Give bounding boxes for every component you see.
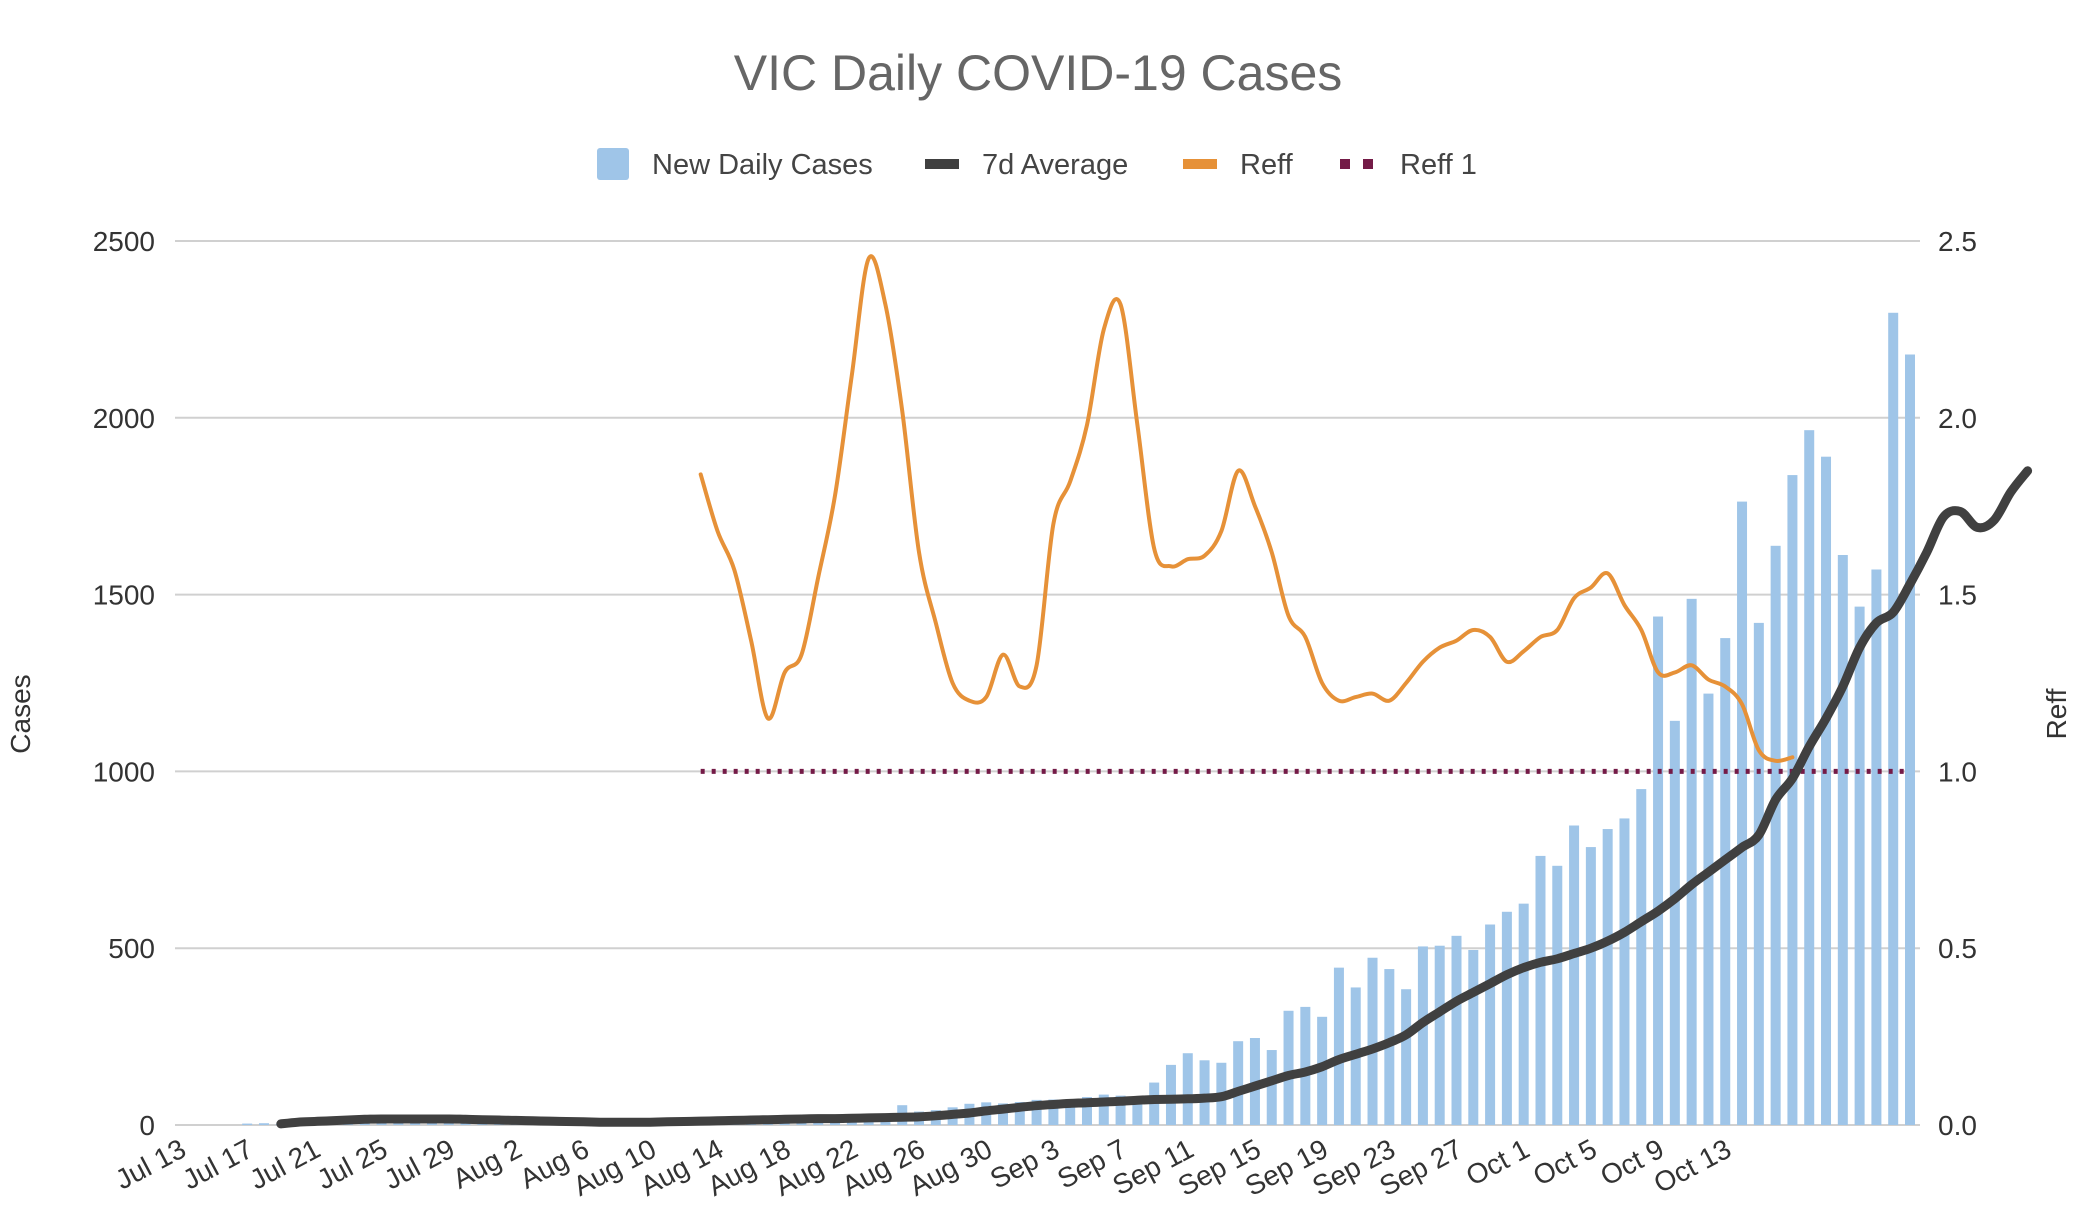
bar	[1753, 622, 1764, 1125]
bar	[1653, 616, 1664, 1125]
legend-swatch-avg	[925, 159, 959, 169]
y-axis-label: Cases	[5, 674, 36, 753]
series-line-7d-average	[276, 466, 2033, 1129]
bar	[1569, 825, 1580, 1125]
bar	[1804, 430, 1815, 1125]
bar	[1115, 1095, 1126, 1125]
bar	[1518, 903, 1529, 1125]
bar	[1837, 554, 1848, 1125]
legend-swatch-bar	[597, 148, 629, 180]
bar	[1182, 1053, 1193, 1125]
x-tick-label: Jul 17	[177, 1133, 258, 1195]
x-tick-label: Jul 21	[245, 1133, 326, 1195]
legend-label-reff-1: Reff 1	[1400, 149, 1477, 181]
bar	[1770, 545, 1781, 1125]
legend-swatch-reff1-a	[1340, 159, 1350, 169]
legend-swatch-reff1-b	[1363, 159, 1373, 169]
x-tick-label: Aug 2	[448, 1133, 527, 1195]
y2-tick-label: 0.0	[1938, 1110, 1977, 1141]
bar	[1283, 1010, 1294, 1125]
bar	[998, 1103, 1009, 1125]
y-axis-right-ticks: 0.0 0.5 1.0 1.5 2.0 2.5	[1938, 226, 1977, 1141]
bar	[1233, 1041, 1244, 1125]
y-tick-label: 1500	[93, 580, 155, 611]
bar	[1098, 1094, 1109, 1125]
bar	[1905, 354, 1915, 1125]
y-tick-label: 2000	[93, 403, 155, 434]
bar	[1501, 911, 1512, 1125]
x-tick-label: Jul 29	[379, 1133, 460, 1195]
bar	[1821, 456, 1832, 1125]
bar	[1854, 606, 1865, 1125]
bar	[1485, 924, 1496, 1125]
legend-label-7d-average: 7d Average	[982, 149, 1128, 181]
legend-label-daily-cases: New Daily Cases	[652, 149, 873, 181]
y2-axis-label: Reff	[2041, 688, 2072, 739]
bar	[1451, 935, 1462, 1125]
bar	[1065, 1099, 1076, 1125]
bar	[1266, 1050, 1277, 1125]
y-axis-left-ticks: 0 500 1000 1500 2000 2500	[93, 226, 155, 1141]
bar	[1703, 693, 1714, 1125]
bar	[1367, 957, 1378, 1125]
y2-tick-label: 1.0	[1938, 756, 1977, 787]
y-tick-label: 2500	[93, 226, 155, 257]
y2-tick-label: 2.0	[1938, 403, 1977, 434]
x-tick-label: Jul 25	[312, 1133, 393, 1195]
bar	[1401, 989, 1412, 1125]
bar	[1417, 946, 1428, 1125]
bar	[1585, 847, 1596, 1125]
x-tick-label: Oct 13	[1649, 1133, 1736, 1199]
legend-label-reff: Reff	[1240, 149, 1294, 181]
bar	[1434, 945, 1445, 1125]
bar	[1552, 865, 1563, 1125]
bar	[1871, 569, 1882, 1125]
y-tick-label: 1000	[93, 756, 155, 787]
bar	[1619, 818, 1630, 1125]
bar	[1737, 501, 1748, 1125]
bar	[1888, 312, 1899, 1126]
bar	[1081, 1097, 1092, 1125]
legend: New Daily Cases 7d Average Reff Reff 1	[597, 148, 1477, 181]
bar	[1031, 1099, 1042, 1125]
x-tick-label: Jul 13	[110, 1133, 191, 1195]
bar	[258, 1123, 269, 1125]
bar	[1669, 720, 1680, 1125]
series-line-reff	[698, 254, 1795, 764]
bar	[242, 1123, 253, 1125]
bar	[1686, 598, 1697, 1125]
bar	[1132, 1099, 1143, 1125]
bar	[1720, 638, 1731, 1125]
y2-tick-label: 1.5	[1938, 580, 1977, 611]
bar	[1048, 1099, 1059, 1125]
bar	[1300, 1006, 1311, 1125]
legend-swatch-reff	[1183, 159, 1217, 169]
y-tick-label: 0	[139, 1110, 155, 1141]
y2-tick-label: 0.5	[1938, 933, 1977, 964]
bar	[1333, 967, 1344, 1125]
chart-title: VIC Daily COVID-19 Cases	[734, 45, 1343, 101]
x-tick-label: Oct 1	[1461, 1133, 1535, 1192]
x-tick-label: Sep 3	[985, 1133, 1064, 1195]
y2-tick-label: 2.5	[1938, 226, 1977, 257]
bars-new-daily-cases	[242, 312, 1915, 1126]
bar	[1787, 475, 1798, 1125]
bar	[1535, 855, 1546, 1125]
bar	[1014, 1102, 1025, 1125]
y-tick-label: 500	[108, 933, 155, 964]
x-tick-label: Oct 5	[1528, 1133, 1602, 1192]
bar	[1468, 949, 1479, 1125]
bar	[1636, 789, 1647, 1125]
lines	[276, 254, 2033, 1129]
bar	[1602, 829, 1613, 1125]
bar	[1199, 1060, 1210, 1125]
